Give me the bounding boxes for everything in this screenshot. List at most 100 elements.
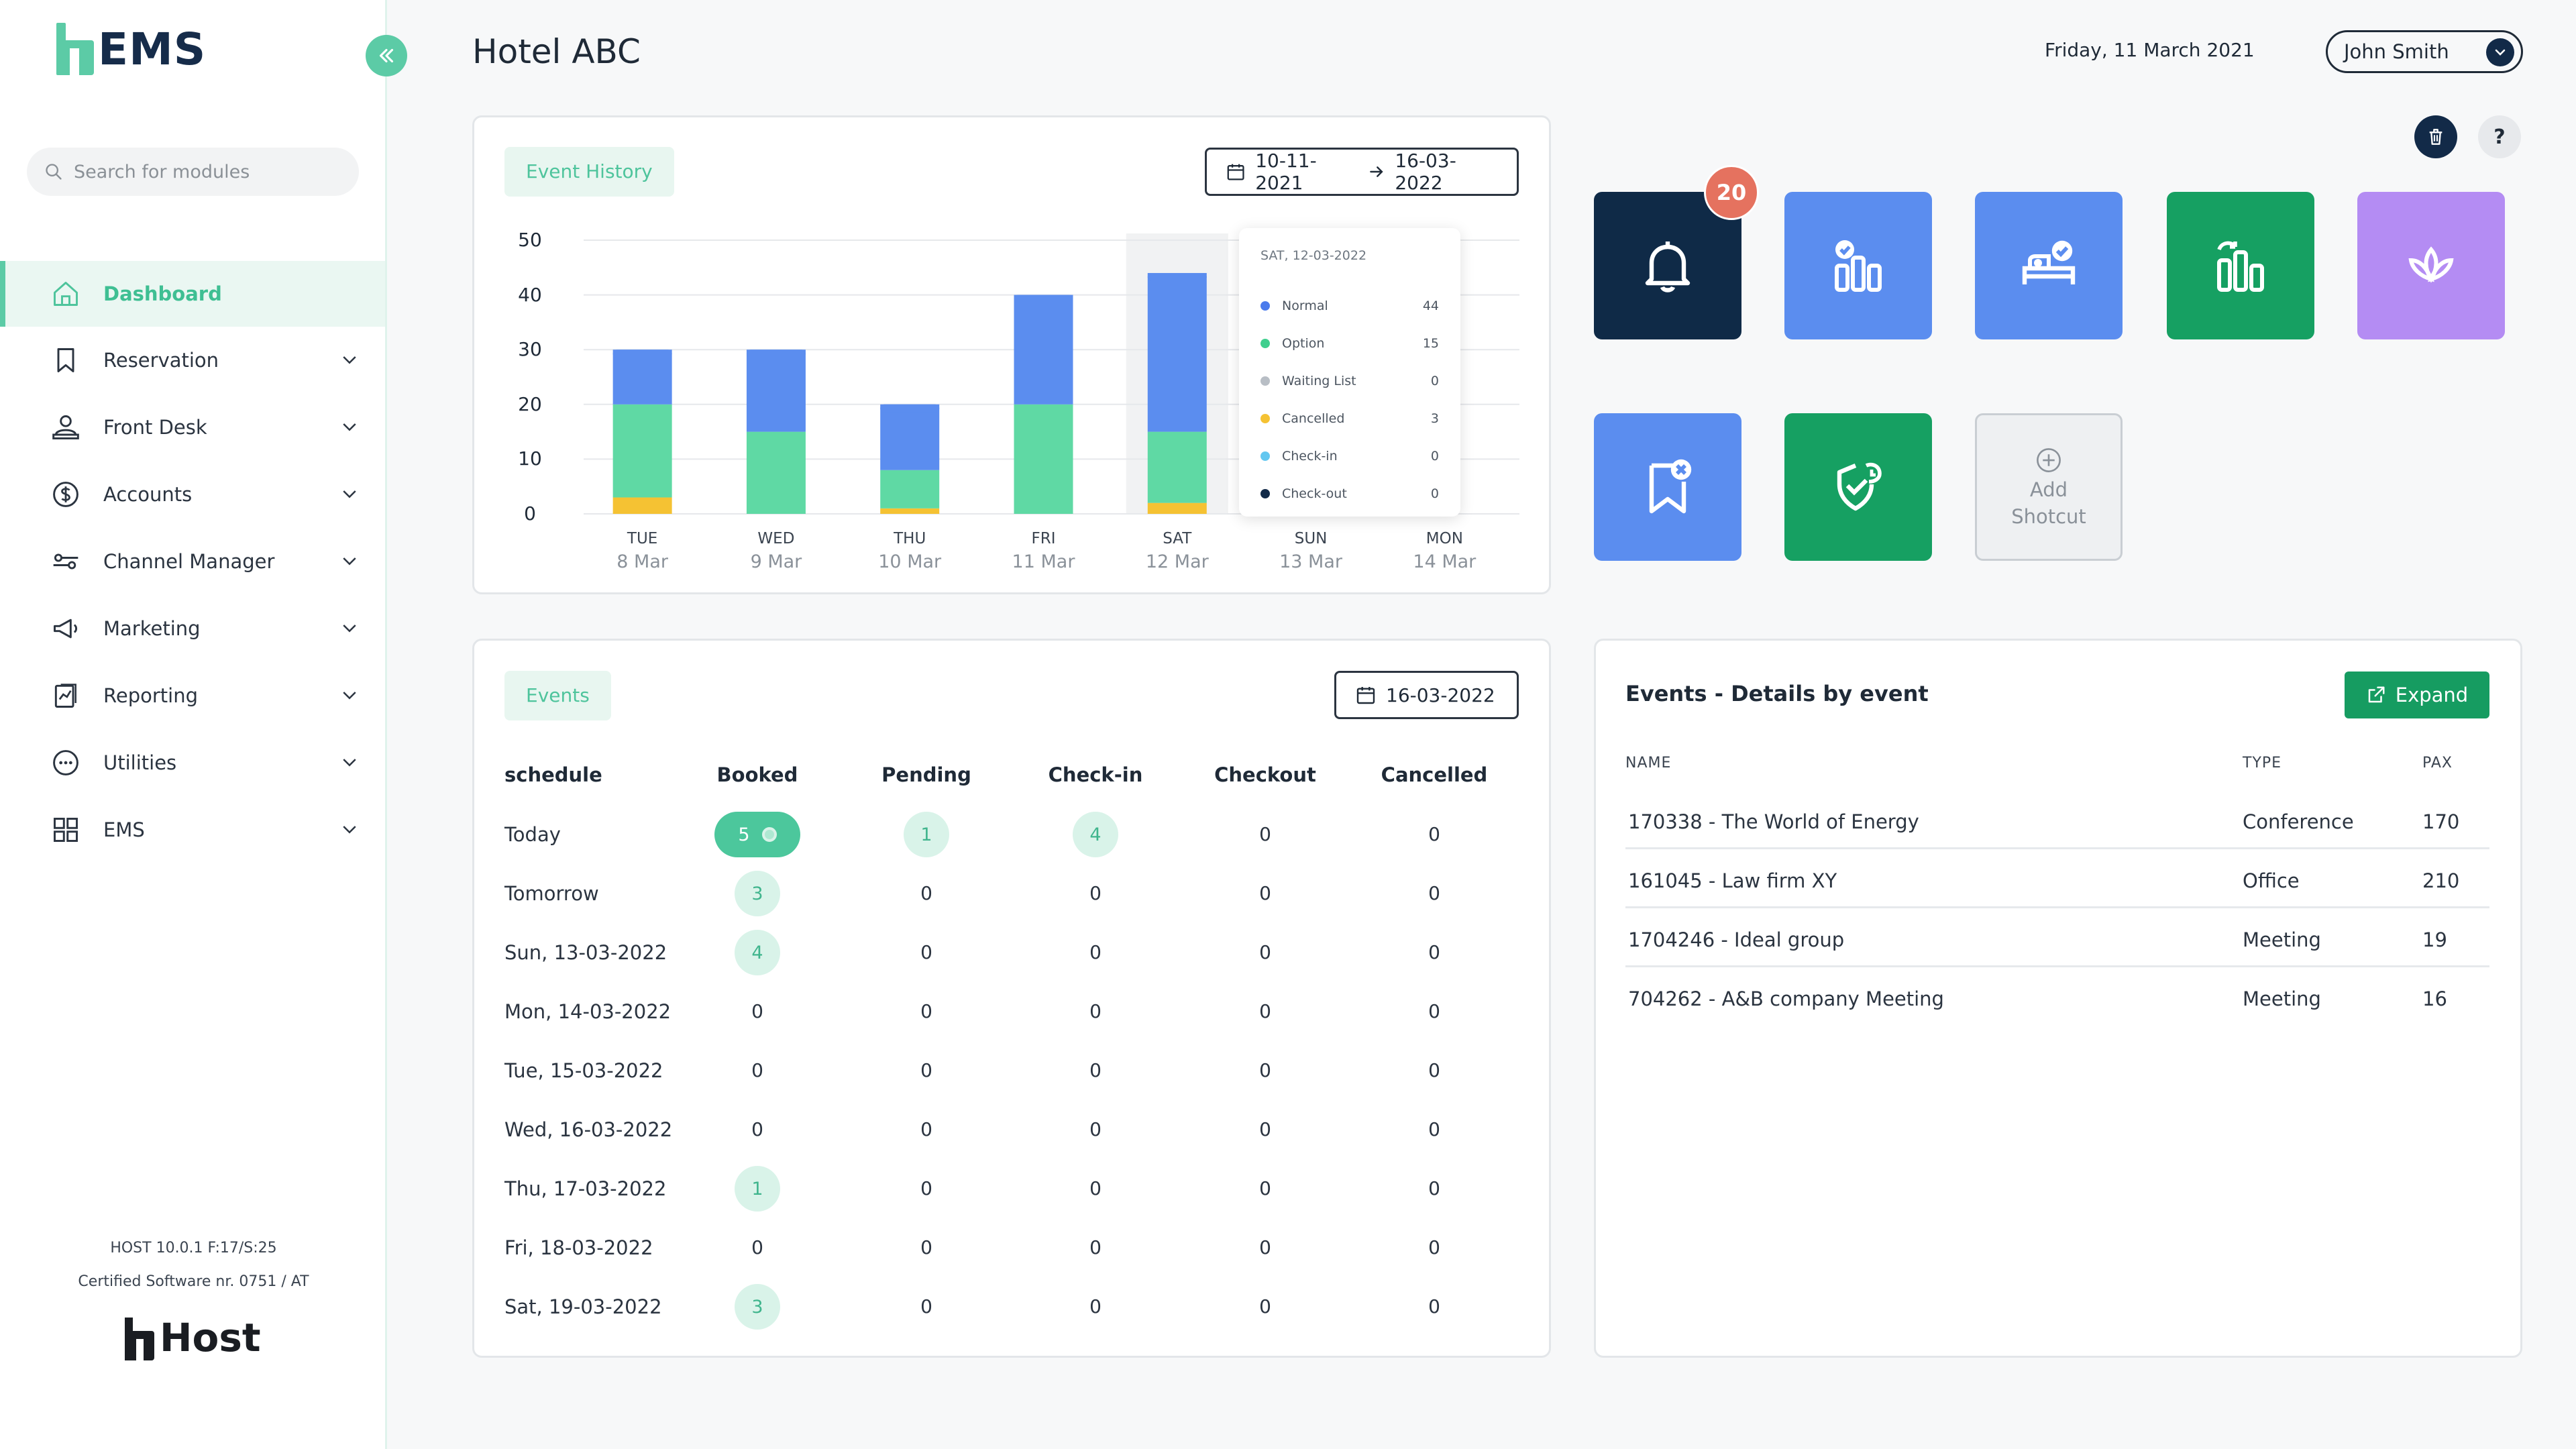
chevron-down-icon[interactable]	[339, 753, 360, 773]
bar-normal-thu[interactable]	[880, 404, 940, 470]
count-badge-active[interactable]: 5	[714, 812, 800, 857]
chevron-down-icon[interactable]	[339, 551, 360, 572]
count-value: 0	[1089, 1177, 1102, 1199]
chevron-down-icon[interactable]	[339, 686, 360, 706]
shortcut-tile-bell[interactable]	[1594, 192, 1741, 339]
date-range-picker[interactable]: 10-11-2021 16-03-2022	[1205, 148, 1519, 196]
count-badge[interactable]: 1	[735, 1166, 780, 1212]
ems-logo[interactable]: EMS	[56, 23, 206, 75]
chevron-down-icon[interactable]	[339, 619, 360, 639]
add-shortcut-label-2: Shotcut	[2011, 505, 2086, 528]
shortcut-tile-bookmark-x[interactable]	[1594, 413, 1741, 561]
event-name: 1704246 - Ideal group	[1628, 928, 1845, 951]
event-detail-row[interactable]: 1704246 - Ideal group Meeting 19	[1625, 908, 2489, 967]
event-name: 161045 - Law firm XY	[1628, 869, 1837, 892]
plus-circle-icon	[2037, 448, 2061, 472]
sidebar-item-ems[interactable]: EMS	[0, 797, 385, 863]
x-tick-label: MON	[1426, 530, 1463, 547]
sidebar-item-utilities[interactable]: Utilities	[0, 730, 385, 796]
arrow-right-icon	[1370, 166, 1383, 177]
sidebar-item-label: Marketing	[103, 617, 201, 640]
chevron-down-icon[interactable]	[339, 484, 360, 504]
bar-normal-wed[interactable]	[746, 350, 806, 432]
count-value: 0	[1428, 882, 1440, 904]
shortcut-tile-bar-check[interactable]	[1784, 192, 1932, 339]
column-header-pending[interactable]: Pending	[881, 763, 971, 786]
sidebar-item-accounts[interactable]: Accounts	[0, 462, 385, 527]
sidebar-item-label: Utilities	[103, 751, 177, 774]
add-shortcut-button[interactable]: Add Shotcut	[1975, 413, 2123, 561]
bar-option-thu[interactable]	[880, 470, 940, 508]
column-header-checkout[interactable]: Checkout	[1214, 763, 1316, 786]
user-menu[interactable]: John Smith	[2326, 30, 2523, 73]
schedule-label: Sat, 19-03-2022	[504, 1295, 662, 1318]
bar-check-icon	[1835, 240, 1882, 292]
events-date-picker[interactable]: 16-03-2022	[1334, 671, 1519, 719]
tooltip-row: Normal 44	[1260, 287, 1439, 325]
range-start: 10-11-2021	[1255, 150, 1317, 194]
event-detail-row[interactable]: 161045 - Law firm XY Office 210	[1625, 849, 2489, 908]
event-detail-row[interactable]: 704262 - A&B company Meeting Meeting 16	[1625, 967, 2489, 1026]
count-badge[interactable]: 3	[735, 871, 780, 916]
chevron-down-icon[interactable]	[339, 820, 360, 840]
sidebar-item-reporting[interactable]: Reporting	[0, 663, 385, 729]
count-value: 0	[920, 1236, 932, 1258]
bar-cancelled-tue[interactable]	[612, 497, 672, 514]
bar-normal-tue[interactable]	[612, 350, 672, 405]
channel-icon	[53, 553, 78, 570]
bar-cancelled-sat[interactable]	[1147, 502, 1207, 514]
search-input[interactable]	[74, 161, 342, 182]
event-detail-row[interactable]: 170338 - The World of Energy Conference 17…	[1625, 790, 2489, 849]
shortcut-tile-shield-check[interactable]	[1784, 413, 1932, 561]
event-history-title: Event History	[504, 147, 674, 197]
count-badge[interactable]: 3	[735, 1284, 780, 1330]
column-header-schedule[interactable]: schedule	[504, 763, 602, 786]
column-header-cancelled[interactable]: Cancelled	[1381, 763, 1488, 786]
column-header-check-in[interactable]: Check-in	[1048, 763, 1143, 786]
x-tick-label: TUE	[627, 530, 658, 547]
count-badge[interactable]: 1	[904, 812, 949, 857]
sidebar-item-marketing[interactable]: Marketing	[0, 596, 385, 661]
column-header-booked[interactable]: Booked	[716, 763, 798, 786]
bar-option-tue[interactable]	[612, 404, 672, 498]
bar-cap	[1014, 294, 1073, 303]
shortcut-tile-lotus[interactable]	[2357, 192, 2505, 339]
calendar-icon	[1227, 164, 1244, 180]
bar-option-wed[interactable]	[746, 431, 806, 514]
delete-button[interactable]	[2414, 115, 2457, 158]
shortcut-tile-bed-check[interactable]	[1975, 192, 2123, 339]
bar-normal-sat[interactable]	[1147, 272, 1207, 432]
count-badge[interactable]: 4	[735, 930, 780, 975]
x-date-label: 12 Mar	[1145, 551, 1209, 572]
sidebar-item-channel-manager[interactable]: Channel Manager	[0, 529, 385, 594]
help-button[interactable]: ?	[2478, 115, 2521, 158]
chevron-down-icon[interactable]	[339, 350, 360, 370]
bookmark-icon	[57, 348, 74, 372]
notification-badge: 20	[1704, 165, 1759, 220]
collapse-sidebar-button[interactable]	[366, 35, 407, 76]
tooltip-row: Check-in 0	[1260, 437, 1439, 475]
shortcut-tile-bar-cycle[interactable]	[2167, 192, 2314, 339]
count-value: 0	[1428, 1236, 1440, 1258]
bar-option-sat[interactable]	[1147, 431, 1207, 503]
sidebar-item-front-desk[interactable]: Front Desk	[0, 394, 385, 460]
row-divider	[1625, 847, 2489, 849]
count-value: 0	[1089, 1236, 1102, 1258]
sidebar-item-dashboard[interactable]: Dashboard	[0, 261, 385, 327]
expand-button[interactable]: Expand	[2345, 672, 2489, 718]
user-name: John Smith	[2344, 40, 2449, 63]
bar-normal-fri[interactable]	[1014, 294, 1073, 405]
home-icon	[54, 282, 78, 306]
bed-check-icon	[2022, 240, 2076, 284]
bar-option-fri[interactable]	[1014, 404, 1073, 514]
chevron-down-icon[interactable]	[339, 417, 360, 437]
schedule-label: Wed, 16-03-2022	[504, 1118, 673, 1141]
module-search[interactable]	[27, 148, 359, 196]
event-details-card	[1594, 639, 2522, 1358]
count-badge[interactable]: 4	[1073, 812, 1118, 857]
tooltip-row: Option 15	[1260, 325, 1439, 362]
tooltip-label: Waiting List	[1282, 374, 1356, 388]
sidebar-item-reservation[interactable]: Reservation	[0, 327, 385, 393]
events-date: 16-03-2022	[1386, 684, 1495, 706]
bar-cancelled-thu[interactable]	[880, 508, 940, 514]
